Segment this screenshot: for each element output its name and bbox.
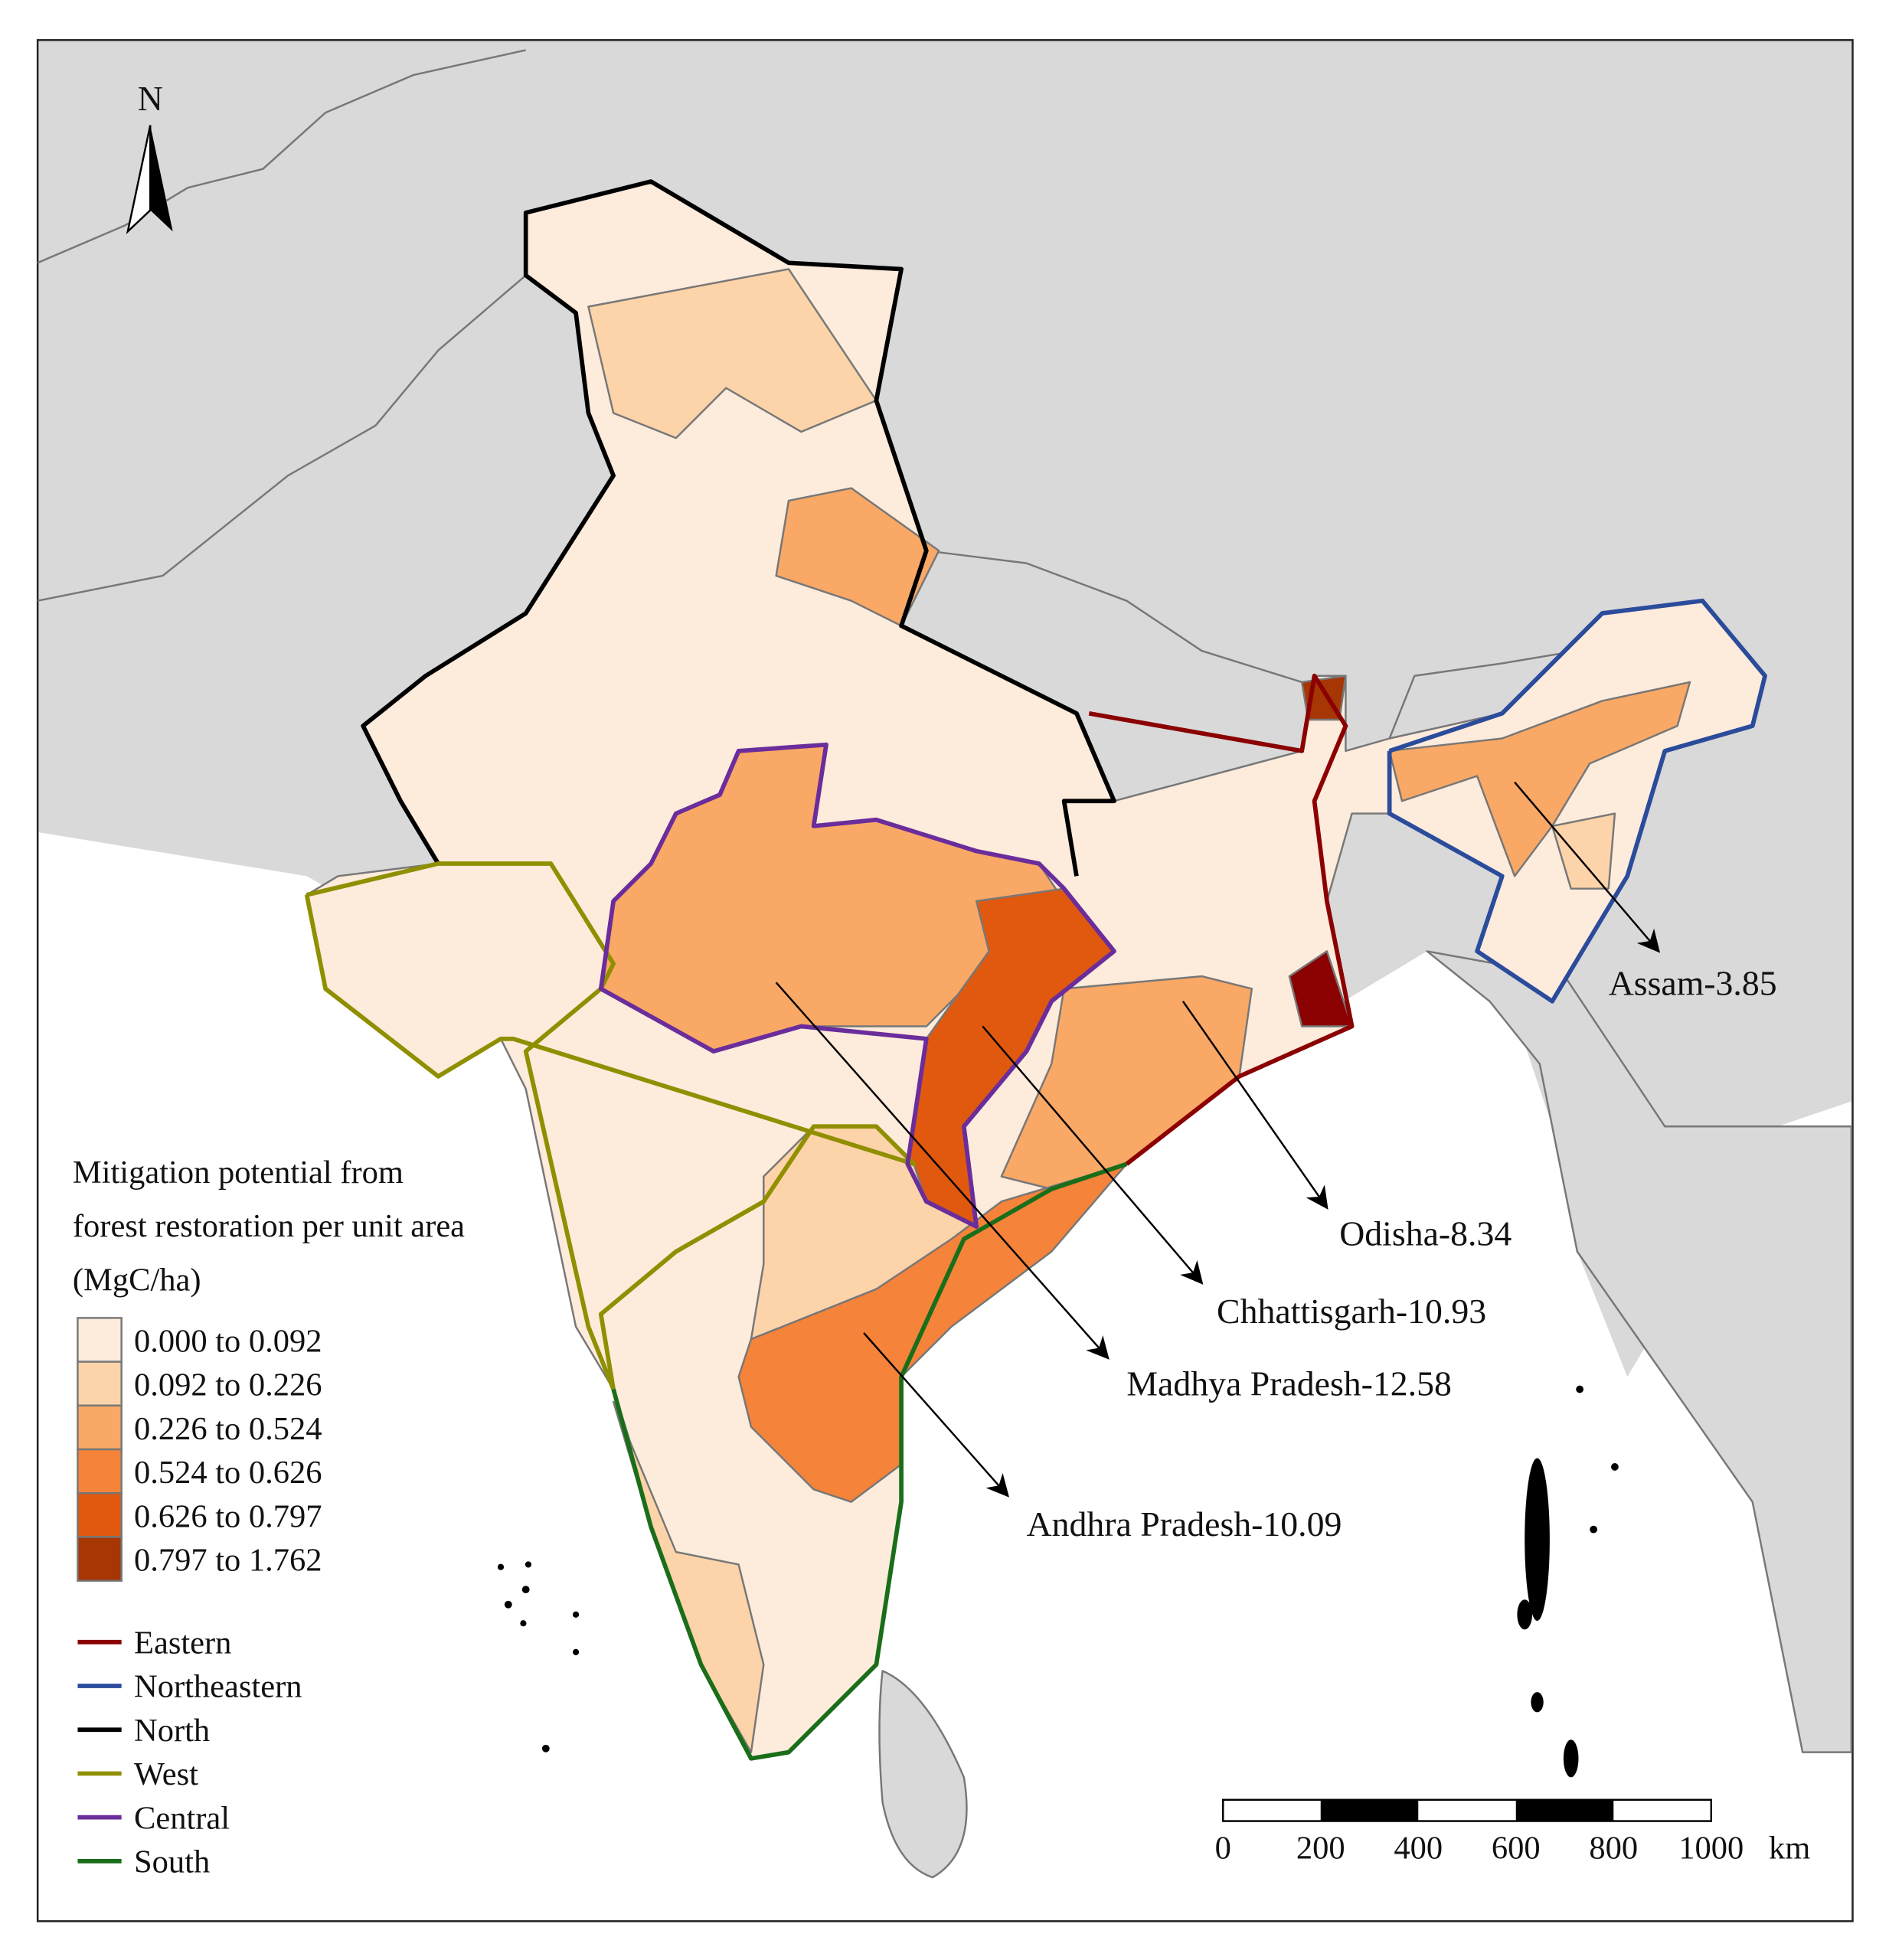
legend-swatch (77, 1317, 123, 1363)
annotation-assam: Assam-3.85 (1609, 964, 1777, 1003)
region-border-central (598, 742, 1116, 1229)
legend-region-label: South (134, 1844, 210, 1880)
legend-title-line-3: (MgC/ha) (73, 1262, 201, 1298)
legend-class-label: 0.000 to 0.092 (134, 1324, 322, 1360)
scale-tick-label: 1000 (1678, 1831, 1744, 1867)
annotation-arrow-andhra-pradesh (863, 1332, 1010, 1498)
region-border-south (611, 1161, 1128, 1761)
annotation-chhattisgarh: Chhattisgarh-10.93 (1217, 1292, 1486, 1331)
legend-swatch (77, 1492, 123, 1538)
scale-tick-label: 0 (1215, 1831, 1231, 1867)
annotation-arrow-chhattisgarh (982, 1025, 1204, 1285)
region-border-eastern (1088, 673, 1355, 1166)
scale-bar-frame (1222, 1798, 1713, 1822)
scale-tick-label: 200 (1296, 1831, 1345, 1867)
scale-unit: km (1769, 1831, 1810, 1867)
legend-swatch (77, 1404, 123, 1451)
legend-region-label: Central (134, 1800, 230, 1836)
north-label: N (138, 79, 163, 118)
legend-class-label: 0.092 to 0.226 (134, 1367, 322, 1403)
sri-lanka (878, 1670, 968, 1879)
legend-region-label: West (134, 1756, 198, 1792)
region-borders (304, 179, 1767, 1761)
region-border-north (361, 179, 1116, 877)
scale-tick-label: 800 (1589, 1831, 1638, 1867)
legend-class-label: 0.626 to 0.797 (134, 1498, 322, 1534)
ocean (38, 832, 1851, 1920)
legend-region-label: North (134, 1713, 210, 1749)
legend-classes: 0.000 to 0.092 0.092 to 0.226 0.226 to 0.5… (77, 1317, 322, 1582)
scale-ticks: 0 200 400 600 800 1000 (1215, 1831, 1744, 1867)
legend-class-label: 0.797 to 1.762 (134, 1543, 322, 1579)
scale-bar: 0 200 400 600 800 1000 km (1215, 1798, 1810, 1867)
scale-bar-segment (1515, 1799, 1614, 1821)
annotation-madhya-pradesh: Madhya Pradesh-12.58 (1126, 1364, 1452, 1403)
annotation-arrow-assam (1514, 781, 1661, 953)
legend-class-label: 0.226 to 0.524 (134, 1411, 322, 1447)
legend-region-label: Eastern (134, 1625, 231, 1661)
scale-tick-label: 600 (1492, 1831, 1541, 1867)
annotation-arrow-odisha (1181, 1001, 1329, 1210)
legend-regions: Eastern Northeastern North West Central South (77, 1625, 302, 1880)
state-himachal-ladakh (587, 268, 878, 439)
legend-title-line-1: Mitigation potential from (73, 1155, 404, 1191)
legend-region-label: Northeastern (134, 1669, 302, 1705)
annotation-odisha: Odisha-8.34 (1339, 1214, 1512, 1253)
scale-bar-segment (1320, 1799, 1419, 1821)
state-assam (1388, 681, 1691, 877)
annotation-arrow-madhya-pradesh (775, 982, 1110, 1360)
annotation-andhra-pradesh: Andhra Pradesh-10.09 (1027, 1504, 1342, 1544)
legend-swatch (77, 1536, 123, 1582)
state-manipur (1551, 812, 1616, 890)
lakshadweep-islands (497, 1561, 580, 1753)
north-arrow: N (126, 79, 173, 235)
legend-title-line-2: forest restoration per unit area (73, 1208, 465, 1244)
legend-class-label: 0.524 to 0.626 (134, 1455, 322, 1491)
annotations: Assam-3.85 Odisha-8.34 Chhattisgarh-10.9… (775, 781, 1777, 1544)
legend-swatch (77, 1361, 123, 1407)
myanmar-land (1426, 950, 1853, 1753)
scale-tick-label: 400 (1394, 1831, 1443, 1867)
neighbour-borders (37, 49, 1578, 739)
region-border-west (304, 861, 917, 1392)
andaman-nicobar-islands (1517, 1385, 1619, 1778)
north-arrow-dark-half-icon (150, 125, 173, 232)
legend-swatch (77, 1448, 123, 1494)
region-border-northeastern (1387, 598, 1767, 1004)
legend: Mitigation potential from forest restora… (73, 1155, 465, 1880)
